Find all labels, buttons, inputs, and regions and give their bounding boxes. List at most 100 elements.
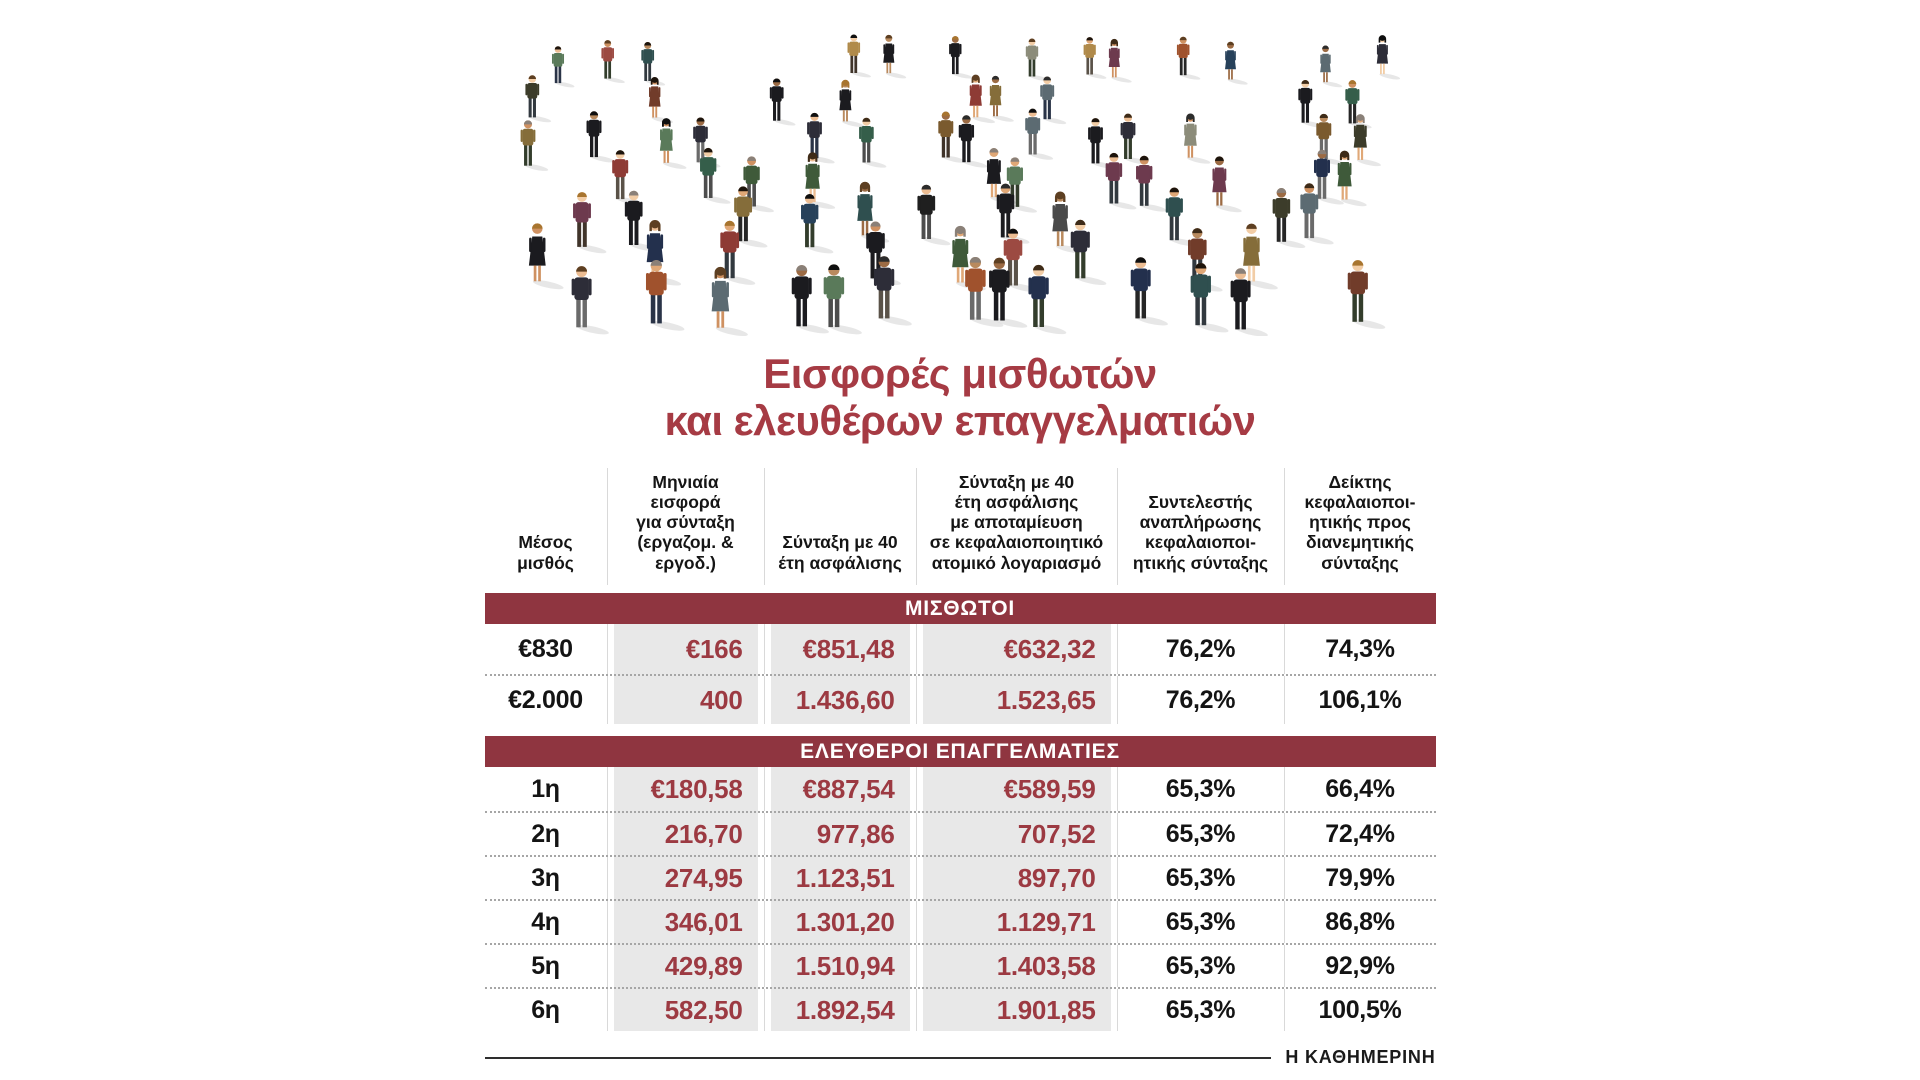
value-box: 216,70 — [664, 818, 743, 849]
table-cell: 76,2% — [1116, 624, 1284, 675]
table-cell: 65,3% — [1116, 813, 1284, 856]
table-cell: 2η — [531, 819, 560, 848]
table-cell: 1η — [531, 774, 560, 803]
column-header-pension-40y: Σύνταξη με 40 έτη ασφάλισης — [763, 468, 916, 586]
value-box: 1.510,94 — [795, 950, 895, 981]
value-box: €632,32 — [1003, 633, 1096, 664]
table-cell: 86,8% — [1283, 901, 1436, 944]
table-cell: 5η — [531, 951, 560, 980]
contributions-table: Μέσος μισθός Μηνιαία εισφορά για σύνταξη… — [484, 468, 1436, 1032]
table-cell: 400 — [606, 676, 764, 725]
table-cell: 76,2% — [1116, 676, 1284, 725]
table-cell: €887,54 — [763, 767, 916, 812]
value-box: 1.301,20 — [795, 906, 895, 937]
value-box: 1.403,58 — [996, 950, 1096, 981]
value-box: 429,89 — [664, 950, 743, 981]
table-cell: 1.510,94 — [763, 945, 916, 988]
value-box: 400 — [700, 684, 743, 715]
table-section: €830 €166 €851,48 €632,32 76,2% 74,3% €2.000 40… — [484, 624, 1436, 725]
table-cell: 274,95 — [606, 857, 764, 900]
table-cell: 72,4% — [1283, 813, 1436, 856]
table-row: 3η 274,95 1.123,51 897,70 65,3% 79,9% — [484, 855, 1436, 900]
table-cell: €851,48 — [763, 624, 916, 675]
table-header-row: Μέσος μισθός Μηνιαία εισφορά για σύνταξη… — [485, 468, 1436, 586]
table-cell: 582,50 — [606, 989, 764, 1032]
value-box: 1.892,54 — [795, 994, 895, 1025]
table-cell: €589,59 — [915, 767, 1117, 812]
table-cell: 65,3% — [1116, 767, 1284, 812]
source-label: Η ΚΑΘΗΜΕΡΙΝΗ — [1285, 1047, 1436, 1068]
table-cell: 4η — [531, 907, 560, 936]
table-cell: 3η — [531, 863, 560, 892]
column-header-pension-40y-capitalized: Σύνταξη με 40 έτη ασφάλισης με αποταμίευ… — [915, 468, 1117, 586]
value-box: 1.129,71 — [996, 906, 1096, 937]
crowd-illustration — [500, 6, 1420, 336]
table-cell: 1.301,20 — [763, 901, 916, 944]
footer: Η ΚΑΘΗΜΕΡΙΝΗ — [484, 1047, 1436, 1068]
column-header-capitalized-index: Δείκτης κεφαλαιοποι- ητικής προς διανεμη… — [1283, 468, 1436, 586]
table-cell: 65,3% — [1116, 945, 1284, 988]
table-body: ΜΙΣΘΩΤΟΙ €830 €166 €851,48 €632,32 76,2% 74,3%… — [484, 593, 1436, 1032]
table-cell: 1.123,51 — [763, 857, 916, 900]
value-box: 897,70 — [1017, 862, 1096, 893]
table-cell: 1.523,65 — [915, 676, 1117, 725]
table-cell: €2.000 — [508, 685, 583, 714]
table-cell: 429,89 — [606, 945, 764, 988]
table-cell: 65,3% — [1116, 857, 1284, 900]
table-cell: 1.403,58 — [915, 945, 1117, 988]
value-box: €851,48 — [802, 633, 895, 664]
value-box: €180,58 — [650, 773, 743, 804]
table-cell: 79,9% — [1283, 857, 1436, 900]
footer-divider — [484, 1056, 1272, 1059]
table-cell: 346,01 — [606, 901, 764, 944]
table-cell: 897,70 — [915, 857, 1117, 900]
table-row: 1η €180,58 €887,54 €589,59 65,3% 66,4% — [485, 767, 1436, 812]
table-row: 5η 429,89 1.510,94 1.403,58 65,3% 92,9% — [484, 943, 1436, 988]
table-cell: €166 — [606, 624, 764, 675]
table-cell: 216,70 — [606, 813, 764, 856]
value-box: €166 — [685, 633, 743, 664]
table-cell: 977,86 — [763, 813, 916, 856]
table-row: 2η 216,70 977,86 707,52 65,3% 72,4% — [484, 811, 1436, 856]
title-line-1: Εισφορές μισθωτών — [763, 350, 1157, 397]
value-box: 274,95 — [664, 862, 743, 893]
section-header: ΕΛΕΥΘΕΡΟΙ ΕΠΑΓΓΕΛΜΑΤΙΕΣ — [484, 736, 1436, 768]
value-box: 1.523,65 — [996, 684, 1096, 715]
page-title: Εισφορές μισθωτών και ελευθέρων επαγγελμ… — [485, 350, 1436, 444]
table-cell: 92,9% — [1283, 945, 1436, 988]
value-box: 346,01 — [664, 906, 743, 937]
table-cell: 1.901,85 — [915, 989, 1117, 1032]
table-cell: €830 — [518, 634, 573, 663]
crowd-people-icon — [520, 34, 1401, 336]
table-row: 6η 582,50 1.892,54 1.901,85 65,3% 100,5% — [484, 987, 1436, 1032]
table-cell: 1.129,71 — [915, 901, 1117, 944]
column-header-replacement-rate: Συντελεστής αναπλήρωσης κεφαλαιοποι- ητι… — [1116, 468, 1284, 586]
table-cell: 100,5% — [1283, 989, 1436, 1032]
table-cell: €180,58 — [606, 767, 764, 812]
table-cell: 1.892,54 — [763, 989, 916, 1032]
table-cell: 65,3% — [1116, 989, 1284, 1032]
value-box: 1.436,60 — [795, 684, 895, 715]
column-header-monthly-contribution: Μηνιαία εισφορά για σύνταξη (εργαζομ. & … — [606, 468, 764, 586]
content-column: Εισφορές μισθωτών και ελευθέρων επαγγελμ… — [484, 0, 1436, 1068]
table-row: €830 €166 €851,48 €632,32 76,2% 74,3% — [485, 624, 1436, 675]
value-box: 1.901,85 — [996, 994, 1096, 1025]
table-cell: 6η — [531, 995, 560, 1024]
table-cell: 707,52 — [915, 813, 1117, 856]
table-row: 4η 346,01 1.301,20 1.129,71 65,3% 86,8% — [484, 899, 1436, 944]
value-box: €589,59 — [1003, 773, 1096, 804]
table-row: €2.000 400 1.436,60 1.523,65 76,2% 106,1% — [484, 674, 1436, 725]
table-section: 1η €180,58 €887,54 €589,59 65,3% 66,4% 2η 216,7… — [484, 767, 1436, 1032]
table-cell: 106,1% — [1283, 676, 1436, 725]
table-cell: 74,3% — [1283, 624, 1436, 675]
value-box: 582,50 — [664, 994, 743, 1025]
table-cell: 1.436,60 — [763, 676, 916, 725]
value-box: €887,54 — [802, 773, 895, 804]
table-cell: 66,4% — [1283, 767, 1436, 812]
value-box: 1.123,51 — [795, 862, 895, 893]
table-cell: 65,3% — [1116, 901, 1284, 944]
value-box: 707,52 — [1017, 818, 1096, 849]
title-line-2: και ελευθέρων επαγγελματιών — [664, 397, 1256, 445]
value-box: 977,86 — [816, 818, 895, 849]
